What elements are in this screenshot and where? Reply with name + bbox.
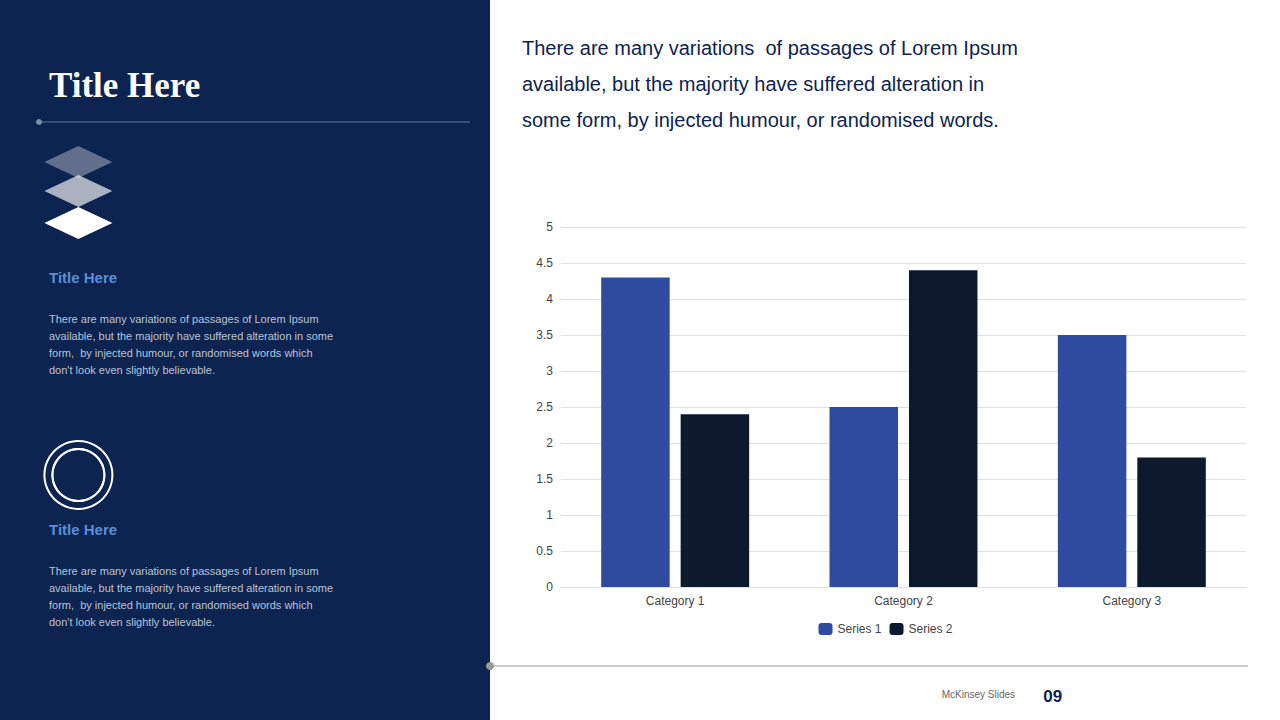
- svg-text:2: 2: [546, 436, 553, 450]
- svg-text:5: 5: [546, 220, 553, 234]
- svg-text:There are many variations of p: There are many variations of passages of…: [49, 565, 319, 577]
- svg-text:don't look even slightly belie: don't look even slightly believable.: [49, 616, 215, 628]
- svg-text:Category 2: Category 2: [874, 594, 933, 608]
- svg-text:form, by injected humour, or: form, by injected humour, or randomised …: [49, 599, 313, 611]
- svg-text:Category 3: Category 3: [1102, 594, 1161, 608]
- svg-text:Series 2: Series 2: [909, 622, 953, 636]
- svg-text:0.5: 0.5: [536, 544, 553, 558]
- svg-text:Title Here: Title Here: [49, 66, 200, 105]
- svg-text:available, but the majority ha: available, but the majority have suffere…: [49, 330, 333, 342]
- svg-text:1.5: 1.5: [536, 472, 553, 486]
- svg-text:some form, by injected humour,: some form, by injected humour, or random…: [522, 109, 999, 131]
- svg-text:4: 4: [546, 292, 553, 306]
- svg-text:Series 1: Series 1: [838, 622, 882, 636]
- svg-text:McKinsey Slides: McKinsey Slides: [942, 689, 1015, 700]
- svg-text:don't look even slightly belie: don't look even slightly believable.: [49, 364, 215, 376]
- svg-text:2.5: 2.5: [536, 400, 553, 414]
- svg-text:3.5: 3.5: [536, 328, 553, 342]
- svg-text:09: 09: [1043, 687, 1062, 706]
- svg-text:available, but the majority ha: available, but the majority have suffere…: [49, 582, 333, 594]
- svg-text:4.5: 4.5: [536, 256, 553, 270]
- svg-text:0: 0: [546, 580, 553, 594]
- svg-text:form, by injected humour, or: form, by injected humour, or randomised …: [49, 347, 313, 359]
- svg-text:There are many variations of: There are many variations of passages of…: [522, 37, 1018, 59]
- svg-text:3: 3: [546, 364, 553, 378]
- svg-text:There are many variations of p: There are many variations of passages of…: [49, 313, 319, 325]
- svg-text:Title Here: Title Here: [49, 521, 117, 538]
- svg-text:1: 1: [546, 508, 553, 522]
- svg-text:Category 1: Category 1: [646, 594, 705, 608]
- svg-text:available, but the majority ha: available, but the majority have suffere…: [522, 73, 984, 95]
- svg-text:Title Here: Title Here: [49, 269, 117, 286]
